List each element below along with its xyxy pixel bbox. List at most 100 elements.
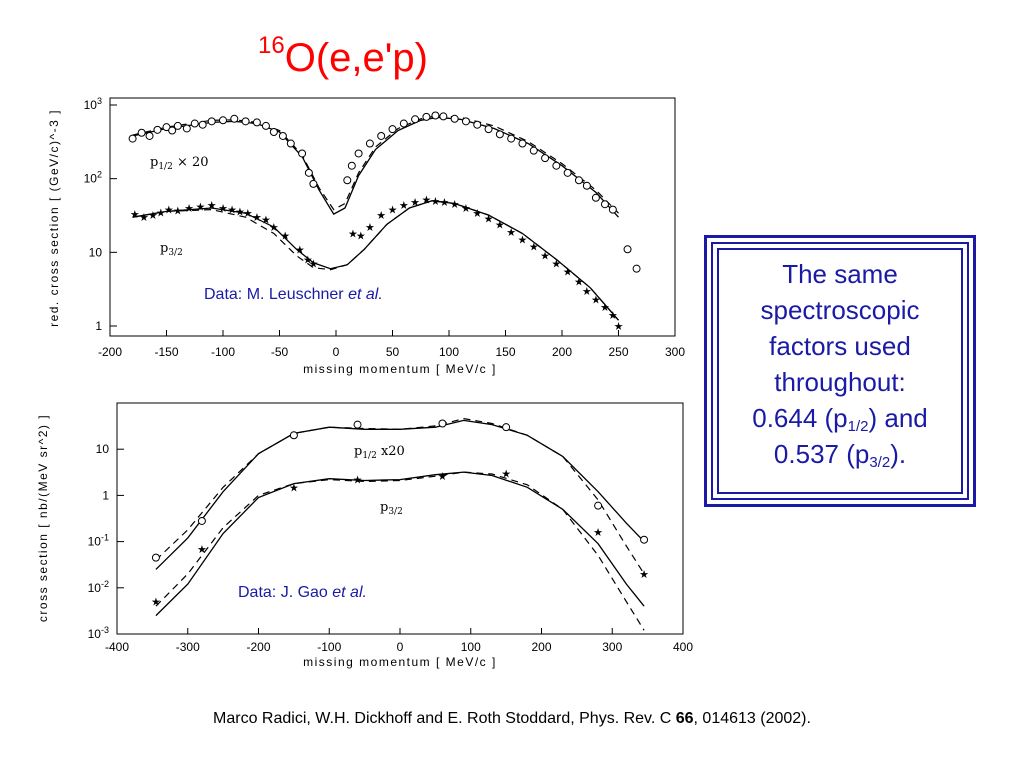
upper-point-circle bbox=[173, 121, 182, 130]
upper-point-star: ★ bbox=[365, 221, 375, 234]
box-line-5: 0.644 (p1/2) and bbox=[723, 400, 957, 436]
box-line-1: The same bbox=[782, 259, 898, 289]
lower-series-0: p1/2 x20 bbox=[151, 417, 649, 575]
upper-point-circle bbox=[591, 193, 600, 202]
lower-x-tick-label: 0 bbox=[397, 640, 404, 654]
upper-point-circle bbox=[632, 264, 641, 273]
upper-x-tick-label: -100 bbox=[211, 345, 235, 359]
lower-point-star: ★ bbox=[289, 481, 299, 494]
upper-point-circle bbox=[473, 120, 482, 129]
lower-point-circle bbox=[594, 501, 603, 510]
upper-point-star: ★ bbox=[295, 243, 305, 256]
upper-point-circle bbox=[422, 112, 431, 121]
upper-point-star: ★ bbox=[303, 253, 313, 266]
upper-point-circle bbox=[518, 139, 527, 148]
upper-point-circle bbox=[541, 154, 550, 163]
upper-point-star: ★ bbox=[551, 258, 561, 271]
title-superscript: 16 bbox=[258, 32, 285, 59]
upper-point-star: ★ bbox=[269, 221, 279, 234]
upper-point-circle bbox=[411, 115, 420, 124]
upper-point-circle bbox=[128, 134, 137, 143]
lower-point-star: ★ bbox=[197, 543, 207, 556]
lower-series-1: ★ ★ ★ ★ ★ ★ ★ ★ p3/2 bbox=[151, 467, 649, 631]
upper-point-circle bbox=[608, 205, 617, 214]
lower-point-circle bbox=[353, 420, 362, 429]
upper-point-star: ★ bbox=[506, 226, 516, 239]
upper-point-star: ★ bbox=[280, 229, 290, 242]
upper-x-tick-label: 0 bbox=[333, 345, 340, 359]
upper-point-star: ★ bbox=[261, 213, 271, 226]
box-end: ). bbox=[890, 439, 907, 469]
lower-x-tick-label: 100 bbox=[461, 640, 481, 654]
upper-point-star: ★ bbox=[495, 218, 505, 231]
upper-point-circle bbox=[600, 200, 609, 209]
box-line-3: factors used bbox=[769, 331, 911, 361]
upper-point-circle bbox=[529, 146, 538, 155]
upper-point-star: ★ bbox=[376, 209, 386, 222]
upper-point-circle bbox=[495, 130, 504, 139]
upper-series-label-0: p1/2 × 20 bbox=[150, 155, 209, 172]
lower-point-circle bbox=[289, 431, 298, 440]
upper-point-star: ★ bbox=[164, 204, 174, 217]
ref-rest: , 014613 (2002). bbox=[693, 710, 811, 727]
upper-point-star: ★ bbox=[484, 212, 494, 225]
upper-point-star: ★ bbox=[440, 196, 450, 209]
upper-point-star: ★ bbox=[243, 207, 253, 220]
upper-point-circle bbox=[343, 176, 352, 185]
box-sub-1: 1/2 bbox=[847, 418, 869, 435]
upper-point-star: ★ bbox=[582, 285, 592, 298]
lower-point-star: ★ bbox=[438, 470, 448, 483]
upper-point-star: ★ bbox=[600, 301, 610, 314]
upper-point-star: ★ bbox=[529, 241, 539, 254]
upper-point-circle bbox=[230, 114, 239, 123]
lower-series-1-solid-curve bbox=[155, 471, 645, 617]
ref-authors: Marco Radici, W.H. Dickhoff and E. Roth … bbox=[213, 710, 676, 727]
upper-point-star: ★ bbox=[431, 195, 441, 208]
ref-volume: 66 bbox=[675, 710, 694, 727]
upper-point-star: ★ bbox=[308, 258, 318, 271]
upper-point-circle bbox=[153, 125, 162, 134]
upper-x-tick-label: 150 bbox=[495, 345, 515, 359]
box-mid: ) and bbox=[868, 403, 928, 433]
lower-series-label-0: p1/2 x20 bbox=[354, 444, 405, 461]
reference-citation: Marco Radici, W.H. Dickhoff and E. Roth … bbox=[0, 710, 1024, 728]
upper-y-axis-title: red. cross section [ (GeV/c)^-3 ] bbox=[47, 109, 61, 327]
upper-point-circle bbox=[354, 149, 363, 158]
lower-series-label-1: p3/2 bbox=[380, 500, 403, 517]
upper-x-tick-label: -150 bbox=[154, 345, 178, 359]
lower-point-circle bbox=[438, 419, 447, 428]
upper-point-circle bbox=[168, 126, 177, 135]
upper-x-tick-label: 250 bbox=[608, 345, 628, 359]
upper-point-circle bbox=[190, 119, 199, 128]
upper-point-circle bbox=[261, 121, 270, 130]
lower-y-tick-label: 10-1 bbox=[88, 533, 109, 549]
lower-point-star: ★ bbox=[501, 467, 511, 480]
upper-point-star: ★ bbox=[614, 320, 624, 333]
upper-point-star: ★ bbox=[184, 202, 194, 215]
upper-point-circle bbox=[450, 114, 459, 123]
upper-x-axis-title: missing momentum [ MeV/c ] bbox=[303, 362, 497, 376]
upper-point-star: ★ bbox=[399, 199, 409, 212]
box-sub-2: 3/2 bbox=[869, 454, 891, 471]
upper-x-tick-label: 200 bbox=[552, 345, 572, 359]
upper-x-tick-label: 100 bbox=[439, 345, 459, 359]
upper-y-tick-label: 102 bbox=[84, 170, 102, 186]
box-line-6: 0.537 (p3/2). bbox=[723, 436, 957, 472]
spectroscopic-factors-box: The same spectroscopic factors used thro… bbox=[704, 235, 976, 507]
upper-x-tick-label: -200 bbox=[98, 345, 122, 359]
upper-point-star: ★ bbox=[540, 250, 550, 263]
upper-point-circle bbox=[582, 181, 591, 190]
upper-point-star: ★ bbox=[450, 198, 460, 211]
upper-point-star: ★ bbox=[207, 199, 217, 212]
upper-series-label-1: p3/2 bbox=[160, 241, 183, 258]
lower-point-circle bbox=[151, 553, 160, 562]
lower-point-star: ★ bbox=[151, 596, 161, 609]
lower-x-tick-label: 400 bbox=[673, 640, 693, 654]
upper-point-star: ★ bbox=[173, 204, 183, 217]
lower-series-0-dashed-curve bbox=[155, 417, 645, 575]
lower-point-star: ★ bbox=[593, 526, 603, 539]
upper-point-circle bbox=[347, 161, 356, 170]
upper-point-star: ★ bbox=[421, 194, 431, 207]
upper-point-star: ★ bbox=[348, 228, 358, 241]
